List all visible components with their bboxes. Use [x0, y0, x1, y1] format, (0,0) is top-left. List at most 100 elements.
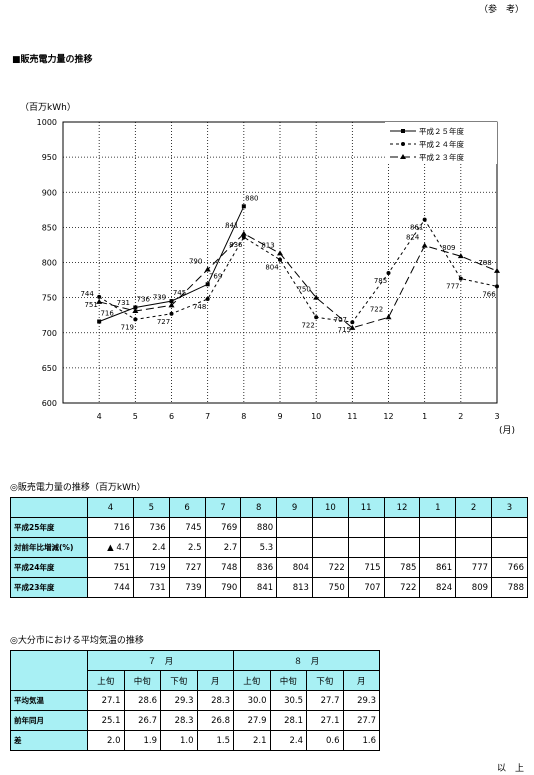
- table-row: 平均気温 27.1 28.6 29.3 28.3 30.0 30.5 27.7 29.3: [10, 690, 380, 711]
- table-cell: [455, 517, 493, 538]
- table-cell: 707: [347, 577, 385, 598]
- series-2: 744 731 739 790 841 813 750 707 722 824 809 788: [80, 222, 500, 330]
- table-cell: 769: [204, 517, 242, 538]
- table-cell: 2.4: [269, 730, 307, 751]
- table-cell: [491, 517, 528, 538]
- data-label: 716: [100, 310, 114, 318]
- table-row: 平成24年度 751 719 727 748 836 804 722 715 785 861 777 7…: [10, 557, 528, 578]
- data-label: 777: [446, 283, 459, 291]
- y-tick-label: 850: [42, 223, 57, 232]
- closing-label: 以 上: [496, 764, 524, 774]
- y-tick-label: 900: [42, 188, 57, 197]
- table-cell: 766: [491, 557, 528, 578]
- table-cell: 27.7: [342, 710, 380, 731]
- sales-table-corner: [10, 497, 88, 518]
- table-cell: 1.9: [123, 730, 161, 751]
- period-header: 下旬: [160, 670, 198, 691]
- x-tick-label: 4: [97, 412, 102, 421]
- data-label: 748: [193, 303, 206, 311]
- legend-marker: [401, 129, 405, 133]
- table-cell: 27.1: [87, 690, 125, 711]
- month-header: ７ 月: [87, 650, 234, 671]
- plot-area: 7167367457698807517197277488368047227157…: [80, 194, 500, 334]
- series-1: 751 719 727 748 836 804 722 715 785 861 777 766: [84, 217, 499, 334]
- period-header: 中旬: [269, 670, 307, 691]
- table-cell: 715: [347, 557, 385, 578]
- table-cell: 750: [311, 577, 349, 598]
- table-cell: [419, 517, 457, 538]
- month-header: 11: [347, 497, 385, 518]
- data-label: 788: [478, 259, 491, 267]
- table-cell: 0.6: [306, 730, 344, 751]
- data-point: [132, 307, 139, 313]
- legend-label: 平成２５年度: [419, 126, 464, 136]
- data-point: [205, 297, 210, 302]
- month-header: 4: [87, 497, 134, 518]
- data-point: [205, 282, 210, 287]
- table-cell: 27.7: [306, 690, 344, 711]
- legend-label: 平成２４年度: [419, 139, 464, 149]
- table-cell: [276, 517, 313, 538]
- data-point: [313, 294, 320, 300]
- data-label: 785: [374, 277, 387, 285]
- data-label: 804: [265, 264, 279, 272]
- chart-grid: [62, 121, 498, 404]
- table-cell: 790: [204, 577, 242, 598]
- data-label: 727: [157, 318, 170, 326]
- sales-table: 4 5 6 7 8 9 10 11 12 1 2 3 平成25年度 716 736 745 769 880 対前年…: [10, 497, 528, 598]
- table-cell: 29.3: [160, 690, 198, 711]
- temp-table-title: ◎大分市における平均気温の推移: [10, 636, 144, 646]
- month-header: 6: [168, 497, 206, 518]
- x-tick-label: 12: [383, 412, 393, 421]
- month-header: 1: [419, 497, 457, 518]
- data-label: 861: [410, 224, 423, 232]
- data-point: [97, 294, 102, 299]
- data-point: [349, 324, 356, 330]
- month-header: 5: [132, 497, 170, 518]
- data-point: [494, 267, 500, 273]
- data-point: [457, 253, 464, 259]
- table-cell: 27.1: [306, 710, 344, 731]
- data-point: [169, 299, 174, 304]
- table-cell: 1.5: [196, 730, 234, 751]
- x-tick-label: 1: [422, 412, 427, 421]
- data-point: [385, 314, 392, 320]
- table-cell: 777: [455, 557, 493, 578]
- month-header: 3: [491, 497, 528, 518]
- x-tick-label: 9: [277, 412, 282, 421]
- table-cell: 1.6: [342, 730, 380, 751]
- table-cell: 880: [240, 517, 278, 538]
- table-cell: 804: [276, 557, 313, 578]
- data-label: 824: [406, 234, 420, 242]
- y-tick-label: 650: [42, 364, 57, 373]
- table-cell: 722: [311, 557, 349, 578]
- data-label: 836: [229, 241, 243, 249]
- row-label: 平成23年度: [10, 577, 88, 598]
- table-cell: 2.5: [168, 537, 206, 558]
- x-axis-ticks: 4 5 6 7 8 9 10 11 12 1 2 3: [97, 412, 500, 421]
- table-cell: 28.1: [269, 710, 307, 731]
- data-label: 707: [334, 316, 347, 324]
- chart-section-title: ■販売電力量の推移: [12, 55, 93, 65]
- table-cell: 716: [87, 517, 134, 538]
- table-cell: 722: [383, 577, 421, 598]
- table-cell: 29.3: [342, 690, 380, 711]
- table-cell: 2.4: [132, 537, 170, 558]
- y-tick-label: 600: [42, 399, 57, 408]
- y-tick-label: 950: [42, 153, 57, 162]
- table-cell: 748: [204, 557, 242, 578]
- data-label: 715: [338, 326, 351, 334]
- x-tick-label: 6: [169, 412, 174, 421]
- y-tick-label: 1000: [37, 118, 57, 127]
- table-cell: 25.1: [87, 710, 125, 731]
- table-row: 対前年比増減(%) ▲ 4.7 2.4 2.5 2.7 5.3: [10, 537, 528, 558]
- table-cell: 788: [491, 577, 528, 598]
- data-label: 790: [189, 258, 202, 266]
- data-point: [169, 311, 174, 316]
- month-header: 8: [240, 497, 278, 518]
- month-header: 12: [383, 497, 421, 518]
- table-cell: 719: [132, 557, 170, 578]
- data-point: [204, 266, 211, 272]
